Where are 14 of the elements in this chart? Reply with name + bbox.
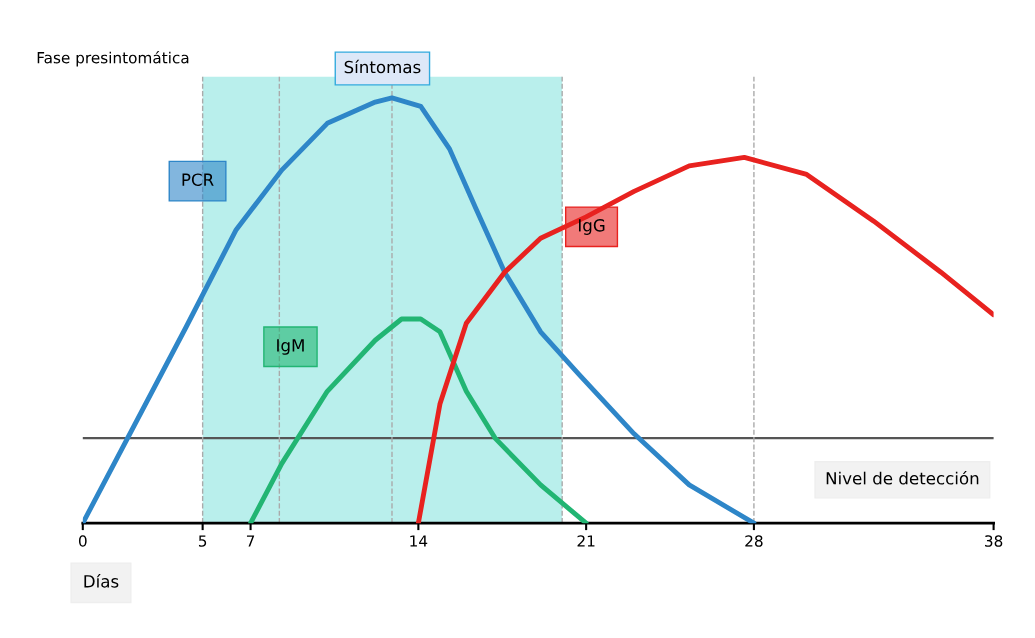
band-label: Síntomas <box>344 59 421 74</box>
x-tick-label: 38 <box>985 535 1003 547</box>
text: IgM <box>277 339 304 355</box>
ref-line-label: Nivel de detección <box>826 471 979 485</box>
text: PCR <box>182 173 214 186</box>
series-label: IgG <box>578 219 605 235</box>
x-tick-label: 7 <box>246 535 255 547</box>
x-tick-label: 5 <box>198 535 207 547</box>
x-tick-label: 28 <box>745 535 763 547</box>
x-tick-label: 0 <box>78 535 87 547</box>
x-axis-title: Días <box>84 574 119 588</box>
text: Fase presintomática <box>37 51 189 67</box>
x-tick-label: 14 <box>410 535 428 547</box>
x-tick-label: 21 <box>577 535 595 547</box>
